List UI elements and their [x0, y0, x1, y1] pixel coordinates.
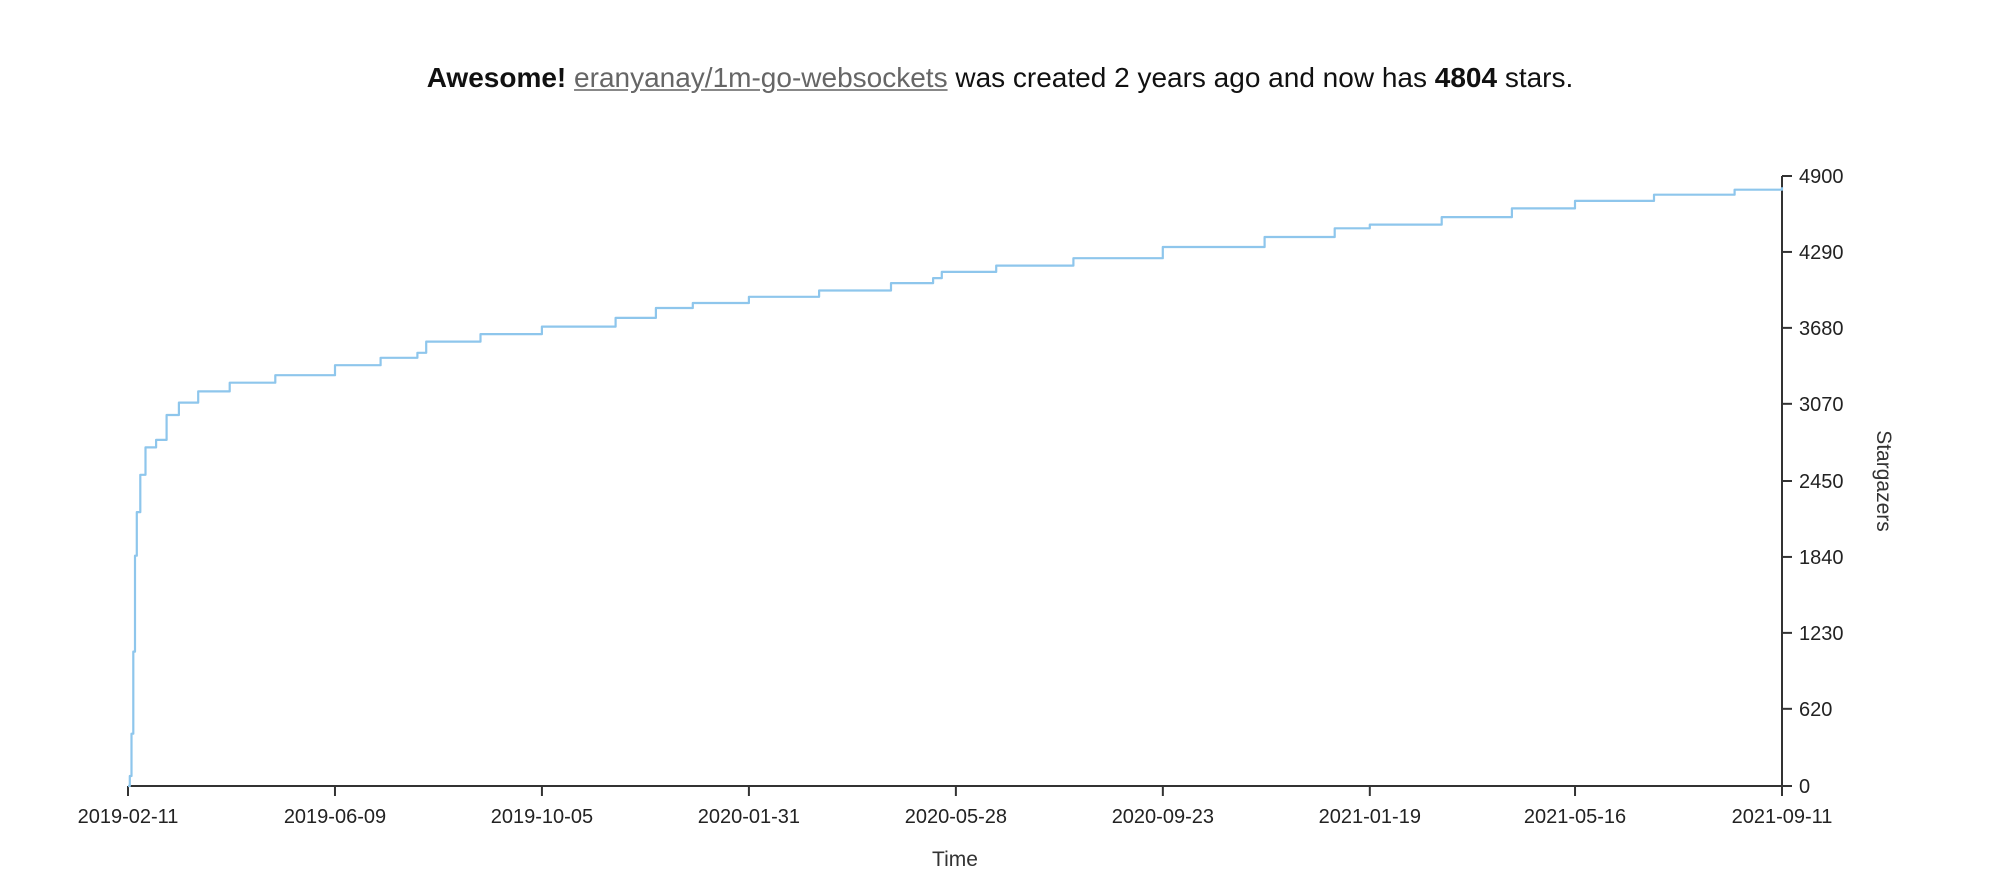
headline-exclaim: Awesome!	[426, 62, 567, 93]
y-tick-label: 3070	[1799, 394, 1844, 416]
x-tick-label: 2019-10-05	[491, 806, 593, 828]
y-axis-title: Stargazers	[1872, 430, 1895, 532]
x-tick-label: 2021-01-19	[1319, 806, 1421, 828]
y-tick-label: 4290	[1799, 242, 1844, 264]
y-tick-label: 620	[1799, 699, 1832, 721]
x-tick-label: 2021-09-11	[1732, 806, 1833, 828]
headline-end: stars.	[1497, 62, 1574, 93]
summary-headline: Awesome! eranyanay/1m-go-websockets was …	[0, 58, 2000, 98]
x-tick-label: 2020-05-28	[905, 806, 1007, 828]
y-axis: 0 620 1230 1840 2450 3070 3680 4290 4900	[1781, 166, 1844, 798]
y-tick-label: 1230	[1799, 623, 1844, 645]
x-axis-title: Time	[932, 848, 978, 871]
y-tick-label: 0	[1799, 776, 1810, 798]
x-tick-label: 2019-02-11	[78, 806, 179, 828]
y-tick-label: 1840	[1799, 547, 1844, 569]
x-tick-label: 2020-09-23	[1112, 806, 1214, 828]
stargazers-line	[128, 187, 1784, 788]
star-count: 4804	[1434, 62, 1498, 93]
x-tick-label: 2019-06-09	[284, 806, 386, 828]
headline-middle: was created 2 years ago and now has	[947, 62, 1435, 93]
x-axis: 2019-02-11 2019-06-09 2019-10-05 2020-01-31…	[78, 785, 1833, 828]
x-tick-label: 2020-01-31	[698, 806, 800, 828]
x-tick-label: 2021-05-16	[1524, 806, 1626, 828]
y-tick-label: 4900	[1799, 166, 1844, 188]
y-tick-label: 2450	[1799, 471, 1844, 493]
y-tick-label: 3680	[1799, 318, 1844, 340]
repo-link[interactable]: eranyanay/1m-go-websockets	[574, 62, 948, 93]
